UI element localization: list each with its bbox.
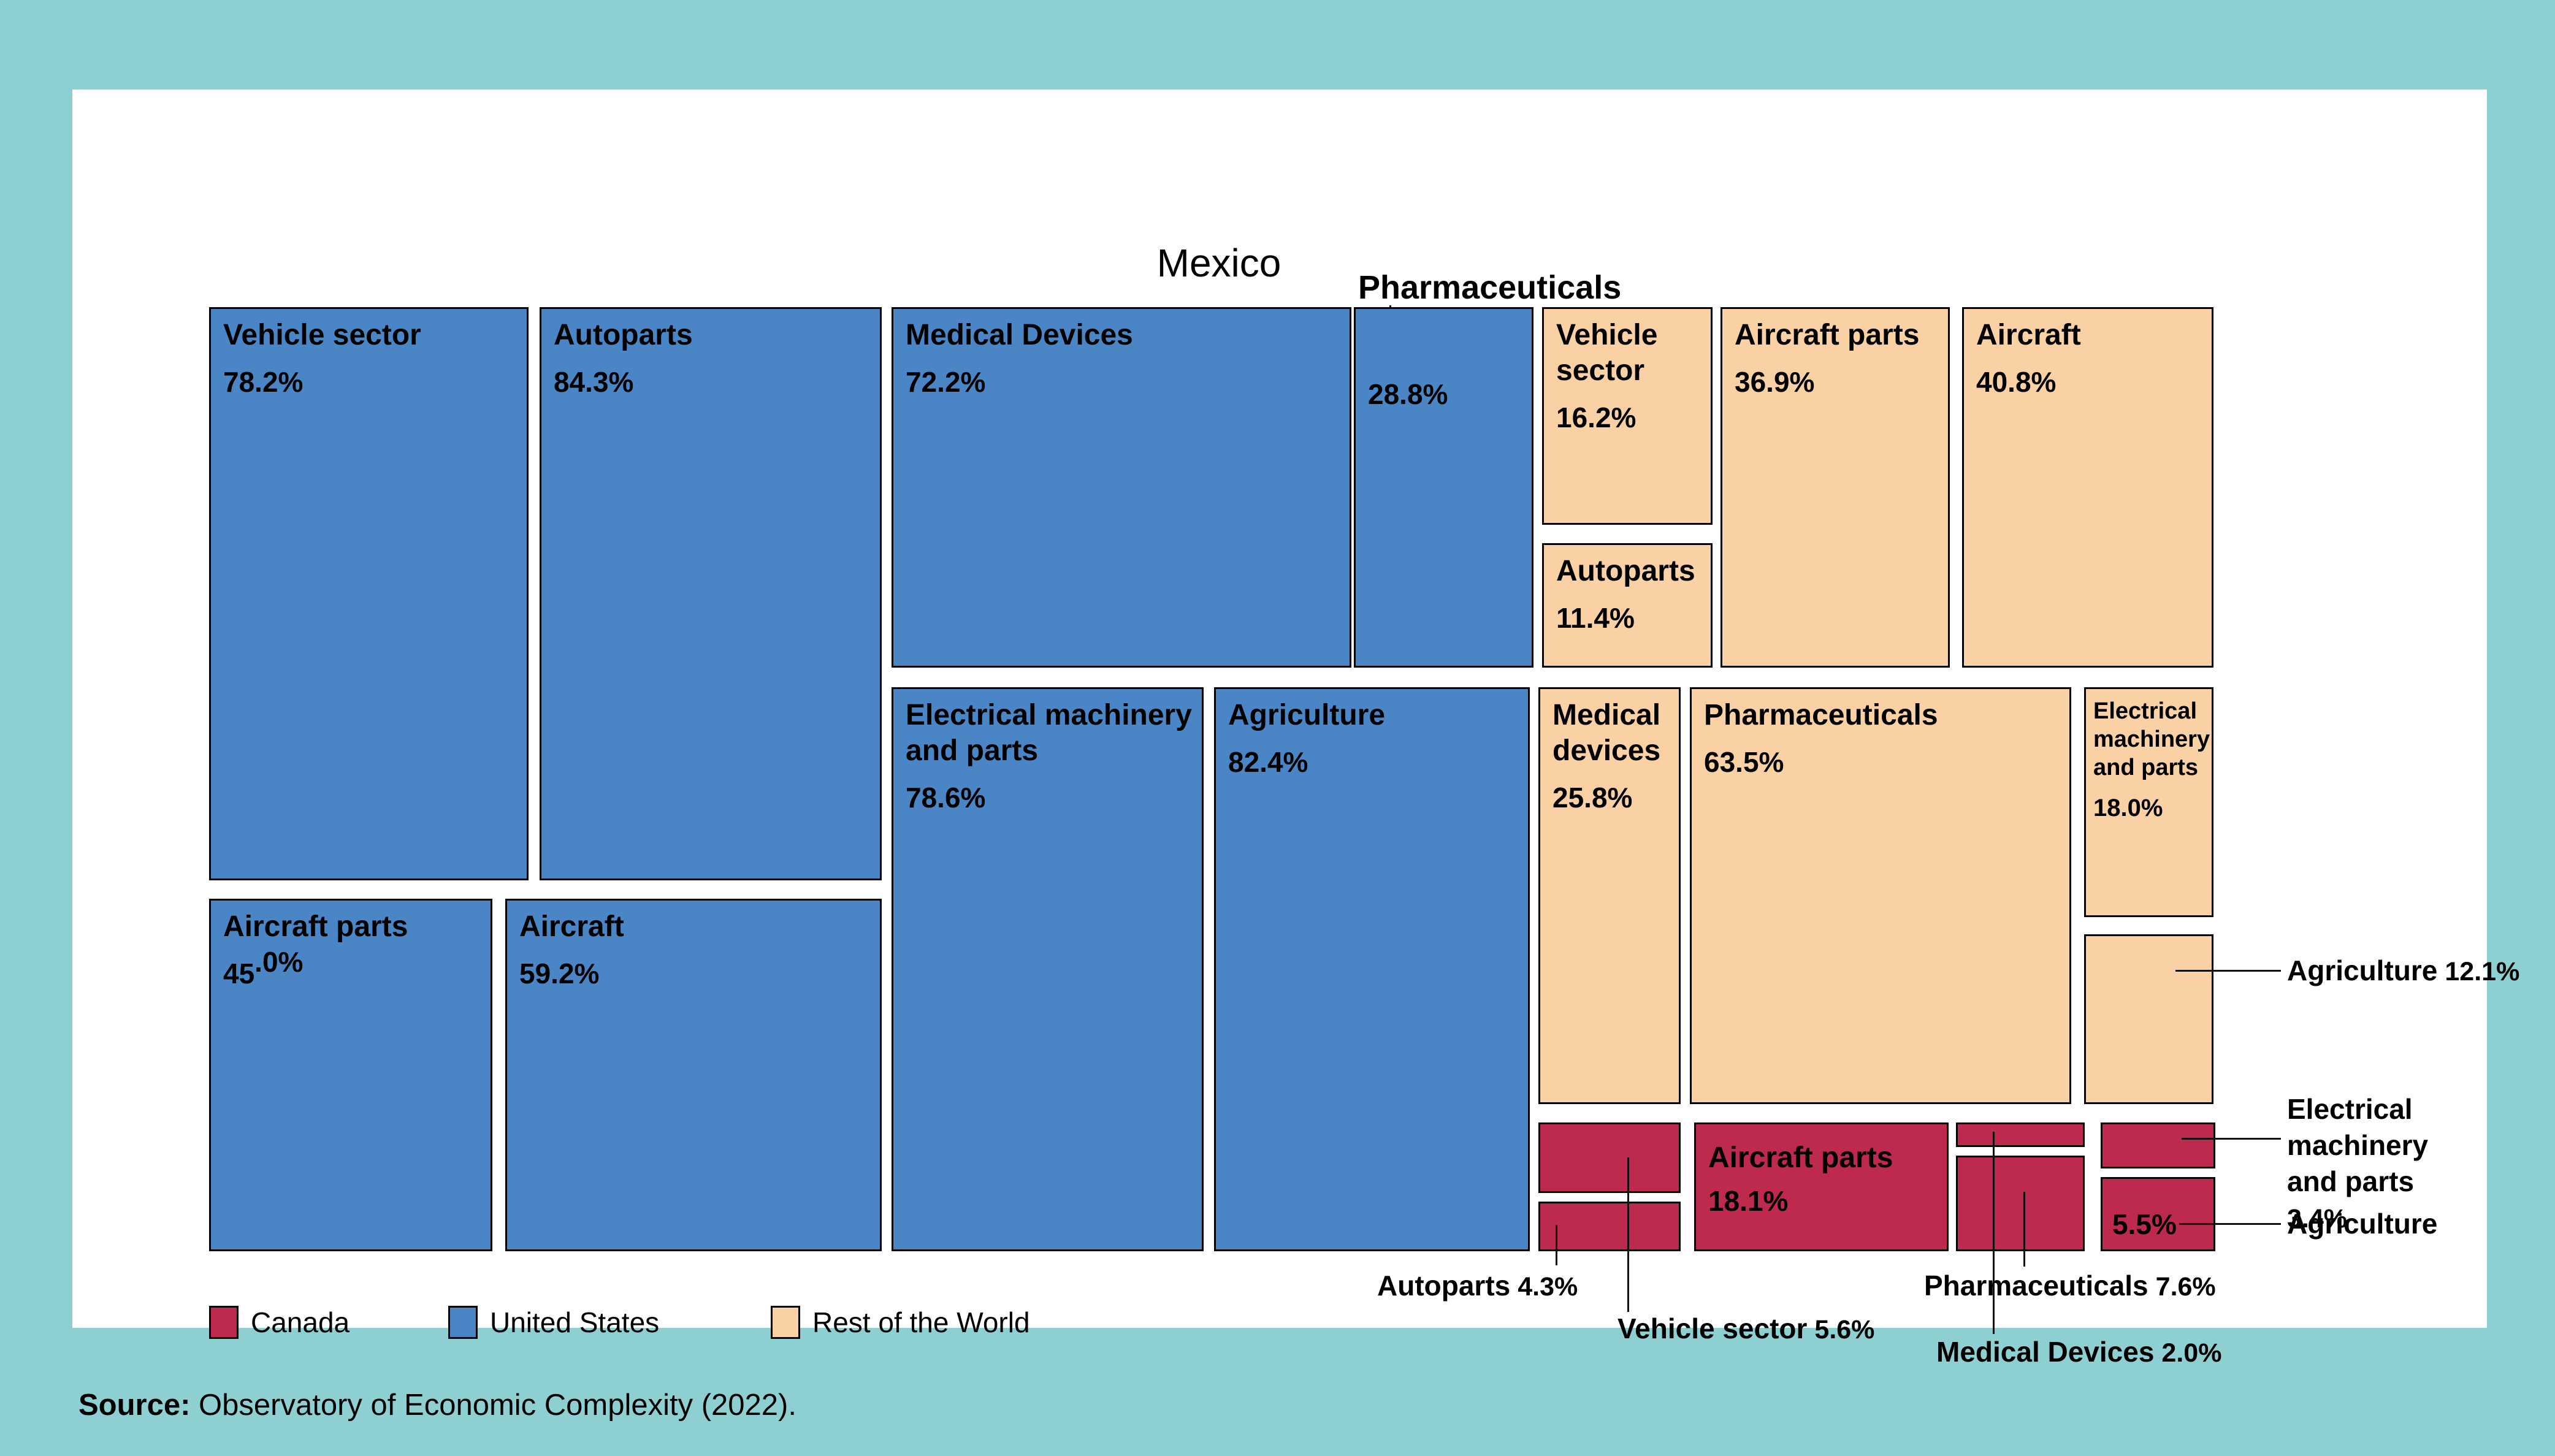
callout-agriculture-ca: Agriculture (2287, 1208, 2438, 1240)
tile-row-electrical-machinery: Electrical machinery and parts 18.0% (2084, 687, 2213, 917)
tile-us-agriculture: Agriculture 82.4% (1214, 687, 1530, 1251)
tile-ca-aircraft-parts: Aircraft parts 18.1% (1694, 1122, 1949, 1251)
tile-value: 78.6% (906, 782, 986, 814)
source-note: Source: Observatory of Economic Complexi… (78, 1388, 796, 1422)
callout-agriculture-row: Agriculture 12.1% (2287, 955, 2520, 986)
tile-name: Autoparts (1556, 555, 1695, 587)
tile-name: Aircraft parts (223, 910, 408, 943)
legend-swatch-canada (209, 1306, 239, 1339)
tile-row-vehicle-sector: Vehicle sector 16.2% (1542, 307, 1713, 525)
tile-name: Aircraft (1976, 319, 2081, 351)
legend-label: United States (490, 1306, 660, 1338)
callout-pharmaceuticals-ca: Pharmaceuticals 7.6% (1924, 1270, 2216, 1302)
tile-name: Aircraft parts (1708, 1142, 1893, 1174)
tile-name: Agriculture (1228, 699, 1386, 731)
tile-ca-autoparts (1538, 1202, 1681, 1251)
tile-value: 84.3% (554, 366, 634, 398)
legend-item-canada: Canada (209, 1306, 349, 1339)
tile-us-electrical-machinery: Electrical machinery and parts 78.6% (892, 687, 1204, 1251)
tile-value: 18.0% (2093, 794, 2163, 821)
tile-ca-agriculture: 5.5% (2101, 1177, 2215, 1251)
legend-label: Rest of the World (812, 1306, 1030, 1338)
tile-us-aircraft-parts: Aircraft parts 45.0% (209, 899, 492, 1251)
tile-value: 25.8% (1552, 782, 1633, 814)
leader-line-vehicle-sector-ca (1627, 1157, 1629, 1312)
chart-panel: Mexico Pharmaceuticals Vehicle sector 78… (72, 90, 2519, 1368)
tile-value: 63.5% (1704, 746, 1784, 779)
tile-row-agriculture (2084, 934, 2213, 1104)
tile-value: 82.4% (1228, 746, 1308, 779)
tile-row-aircraft-parts: Aircraft parts 36.9% (1721, 307, 1950, 668)
tile-value: 59.2% (519, 958, 600, 990)
leader-line-autoparts-ca (1556, 1225, 1557, 1265)
tile-us-medical-devices: Medical Devices 72.2% (892, 307, 1351, 668)
callout-medical-devices-ca: Medical Devices 2.0% (1936, 1336, 2222, 1368)
tile-value: 28.8% (1368, 378, 1448, 410)
tile-name: Vehicle sector (223, 319, 421, 351)
leader-line-electrical-machinery-ca (2182, 1138, 2281, 1140)
tile-name: Vehicle sector (1556, 319, 1658, 387)
tile-name: Pharmaceuticals (1704, 699, 1938, 731)
tile-value: 5.5% (2112, 1208, 2177, 1240)
tile-name: Electrical machinery and parts (2093, 698, 2210, 780)
tile-row-autoparts: Autoparts 11.4% (1542, 543, 1713, 668)
leader-line-agriculture-ca (2179, 1223, 2281, 1225)
tile-name: Aircraft parts (1735, 319, 1920, 351)
tile-row-medical-devices: Medical devices 25.8% (1538, 687, 1681, 1104)
tile-row-aircraft: Aircraft 40.8% (1962, 307, 2213, 668)
source-text: Observatory of Economic Complexity (2022… (190, 1389, 796, 1422)
tile-value: 78.2% (223, 366, 304, 398)
legend-label: Canada (251, 1306, 350, 1338)
tile-ca-vehicle-sector (1538, 1122, 1681, 1193)
callout-electrical-machinery-ca: Electrical machinery and parts 3.4% (2287, 1093, 2429, 1233)
callout-autoparts-ca: Autoparts 4.3% (1377, 1270, 1578, 1302)
tile-value: 11.4% (1556, 602, 1635, 635)
legend-swatch-rest-of-world (771, 1306, 800, 1339)
tile-value: 36.9% (1735, 366, 1815, 398)
tile-value: 40.8% (1976, 366, 2057, 398)
tile-us-autoparts: Autoparts 84.3% (540, 307, 882, 880)
tile-value: 72.2% (906, 366, 986, 398)
legend-item-united-states: United States (448, 1306, 659, 1339)
tile-name: Autoparts (554, 319, 693, 351)
chart-title: Mexico (1156, 241, 1281, 285)
legend-item-rest-of-world: Rest of the World (771, 1306, 1030, 1339)
legend-swatch-united-states (448, 1306, 478, 1339)
tile-name: Electrical machinery and parts (906, 699, 1192, 768)
leader-line-pharmaceuticals-ca (2023, 1192, 2025, 1267)
tile-name: Aircraft (519, 910, 624, 943)
tile-ca-pharmaceuticals (1956, 1156, 2085, 1251)
leader-line-agriculture-row (2175, 970, 2281, 972)
callout-vehicle-sector-ca: Vehicle sector 5.6% (1617, 1313, 1875, 1344)
source-label: Source: (78, 1389, 191, 1422)
tile-value: 45.0% (223, 945, 304, 990)
tile-us-pharmaceuticals: 28.8% (1354, 307, 1533, 668)
tile-name: Medical devices (1552, 699, 1661, 768)
callout-pharmaceuticals-us: Pharmaceuticals (1358, 269, 1622, 306)
tile-value: 18.1% (1708, 1185, 1789, 1218)
tile-us-vehicle-sector: Vehicle sector 78.2% (209, 307, 529, 880)
tile-ca-electrical-machinery (2101, 1122, 2215, 1168)
tile-value: 16.2% (1556, 402, 1636, 434)
tile-ca-medical-devices (1956, 1122, 2085, 1147)
leader-line-medical-devices-ca (1993, 1132, 1995, 1334)
tile-name: Medical Devices (906, 319, 1133, 351)
tile-us-aircraft: Aircraft 59.2% (505, 899, 882, 1251)
tile-row-pharmaceuticals: Pharmaceuticals 63.5% (1690, 687, 2071, 1104)
